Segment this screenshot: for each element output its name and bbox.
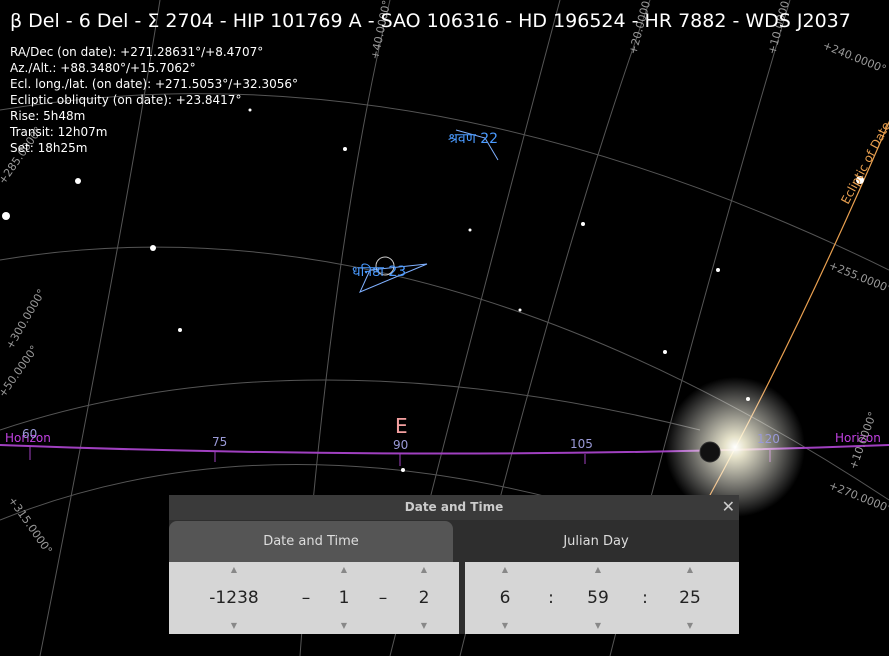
moon — [699, 441, 721, 463]
separator: – — [301, 588, 311, 608]
info-line: Set: 18h25m — [10, 141, 88, 155]
cardinal-label: E — [395, 414, 408, 438]
constellation-label: श्रवण 22 — [448, 131, 498, 147]
info-line: Rise: 5h48m — [10, 109, 86, 123]
year-spinbox[interactable]: -1238 — [199, 534, 269, 656]
object-title: β Del - 6 Del - Σ 2704 - HIP 101769 A - … — [10, 10, 851, 32]
hour-spinbox[interactable]: 6 — [490, 534, 520, 656]
sun-glow — [665, 377, 805, 517]
grid-label: +315.0000° — [6, 494, 55, 557]
grid-label: +270.0000° — [827, 479, 889, 516]
dialog-title: Date and Time — [169, 495, 739, 520]
grid-label: +50.0000° — [0, 343, 41, 400]
constellation-lines — [359, 129, 499, 293]
day-spinbox[interactable]: 2 — [409, 534, 439, 656]
separator: : — [548, 588, 554, 608]
selection-marker — [375, 256, 395, 276]
azimuth-label: 90 — [393, 438, 408, 452]
ecliptic-label: Ecliptic of Date — [838, 120, 889, 207]
minute-spinbox[interactable]: 59 — [583, 534, 613, 656]
separator: – — [378, 588, 388, 608]
second-spinbox[interactable]: 25 — [675, 534, 705, 656]
separator: : — [642, 588, 648, 608]
azimuth-label: 75 — [212, 435, 227, 449]
horizon-label: Horizon — [835, 431, 881, 445]
date-time-dialog: Date and Time ✕ Date and Time Julian Day… — [169, 495, 739, 656]
grid-label: +300.0000° — [3, 287, 48, 352]
azimuth-label: 105 — [570, 437, 593, 451]
info-line: RA/Dec (on date): +271.28631°/+8.4707° — [10, 45, 264, 59]
azimuth-label: 60 — [22, 427, 37, 441]
stars — [2, 108, 864, 472]
horizon-label: Horizon — [5, 431, 51, 445]
grid-label: +255.0000° — [827, 259, 889, 296]
info-line: Ecl. long./lat. (on date): +271.5053°/+3… — [10, 77, 298, 91]
month-spinbox[interactable]: 1 — [329, 534, 359, 656]
azimuth-label: 120 — [757, 432, 780, 446]
info-line: Transit: 12h07m — [10, 125, 108, 139]
info-line: Ecliptic obliquity (on date): +23.8417° — [10, 93, 242, 107]
constellation-label: धनिष्ठा 23 — [352, 263, 406, 280]
close-button[interactable]: ✕ — [721, 497, 735, 516]
info-line: Az./Alt.: +88.3480°/+15.7062° — [10, 61, 196, 75]
grid-label: +240.0000° — [821, 39, 888, 76]
